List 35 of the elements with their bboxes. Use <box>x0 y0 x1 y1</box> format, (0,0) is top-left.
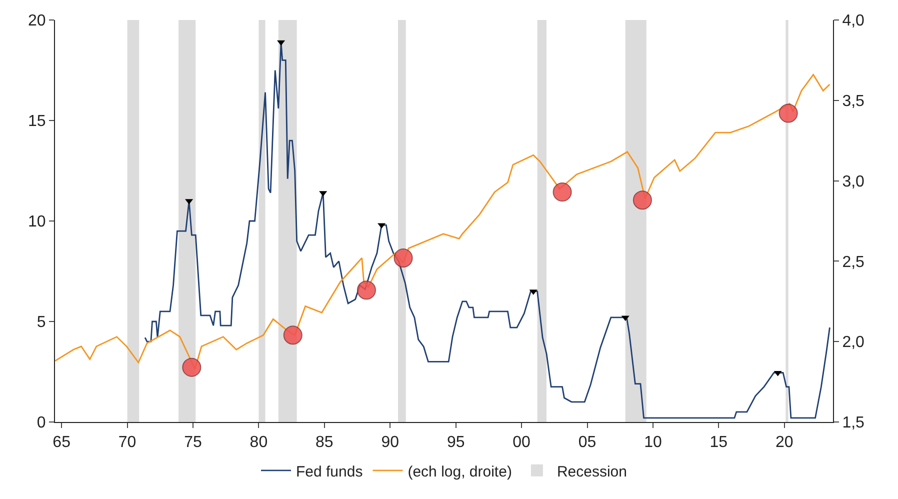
point <box>356 280 376 300</box>
y2-tick-label: 4,0 <box>842 12 865 30</box>
x-tick-label: 90 <box>381 434 400 452</box>
x-tick-label: 70 <box>118 434 136 452</box>
y-tick-label: 5 <box>36 314 46 332</box>
x-tick-label: 00 <box>512 434 531 452</box>
x-tick-label: 05 <box>578 434 596 452</box>
x-tick-label: 95 <box>446 434 465 452</box>
point <box>182 358 202 377</box>
point <box>778 104 798 123</box>
point <box>632 190 652 210</box>
point <box>552 182 572 202</box>
y-tick-label: 0 <box>36 414 46 432</box>
y2-tick-label: 1,5 <box>842 414 865 432</box>
y-tick-label: 15 <box>28 113 46 130</box>
x-tick-label: 15 <box>710 434 728 452</box>
legend-label: (ech log, droite) <box>408 463 512 480</box>
x-tick-label: 85 <box>316 434 334 452</box>
legend-label: Fed funds <box>296 463 363 480</box>
legend-label: Recession <box>556 463 627 480</box>
point <box>394 248 413 268</box>
point <box>277 40 286 46</box>
x-tick-label: 10 <box>644 434 662 452</box>
x-tick-label: 80 <box>250 434 268 452</box>
x-tick-label: 75 <box>184 434 202 452</box>
y2-tick-label: 2,5 <box>842 254 865 271</box>
y-tick-label: 20 <box>28 12 46 30</box>
y2-tick-label: 3,0 <box>842 173 865 190</box>
y2-tick-label: 3,5 <box>842 93 865 110</box>
x-tick-label: 20 <box>775 434 794 452</box>
x-tick-label: 65 <box>52 434 71 452</box>
point <box>378 223 386 229</box>
y2-tick-label: 2,0 <box>842 334 865 352</box>
point <box>283 326 302 345</box>
y-tick-label: 10 <box>28 214 46 231</box>
